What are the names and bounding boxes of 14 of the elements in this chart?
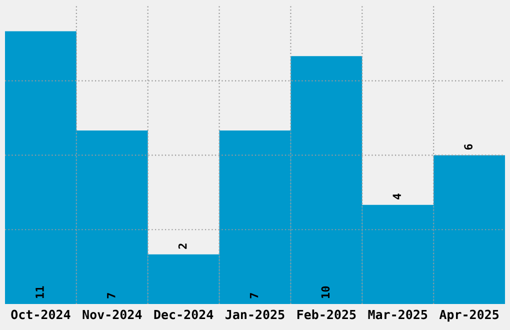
data-label: 6 xyxy=(464,144,473,150)
data-label: 7 xyxy=(107,293,116,298)
x-tick-label: Feb-2025 xyxy=(297,310,356,320)
data-label: 2 xyxy=(178,244,187,249)
data-label: 7 xyxy=(250,293,258,298)
x-tick-label: Nov-2024 xyxy=(82,310,142,320)
x-tick-label: Apr-2025 xyxy=(439,310,499,322)
data-label: 10 xyxy=(321,286,330,298)
x-tick-label: Jan-2025 xyxy=(226,310,284,320)
data-label: 11 xyxy=(36,286,44,298)
x-tick-label: Dec-2024 xyxy=(154,310,214,320)
x-tick-label: Mar-2025 xyxy=(368,310,428,320)
x-tick-label: Oct-2024 xyxy=(11,310,70,320)
data-label: 4 xyxy=(392,194,401,200)
